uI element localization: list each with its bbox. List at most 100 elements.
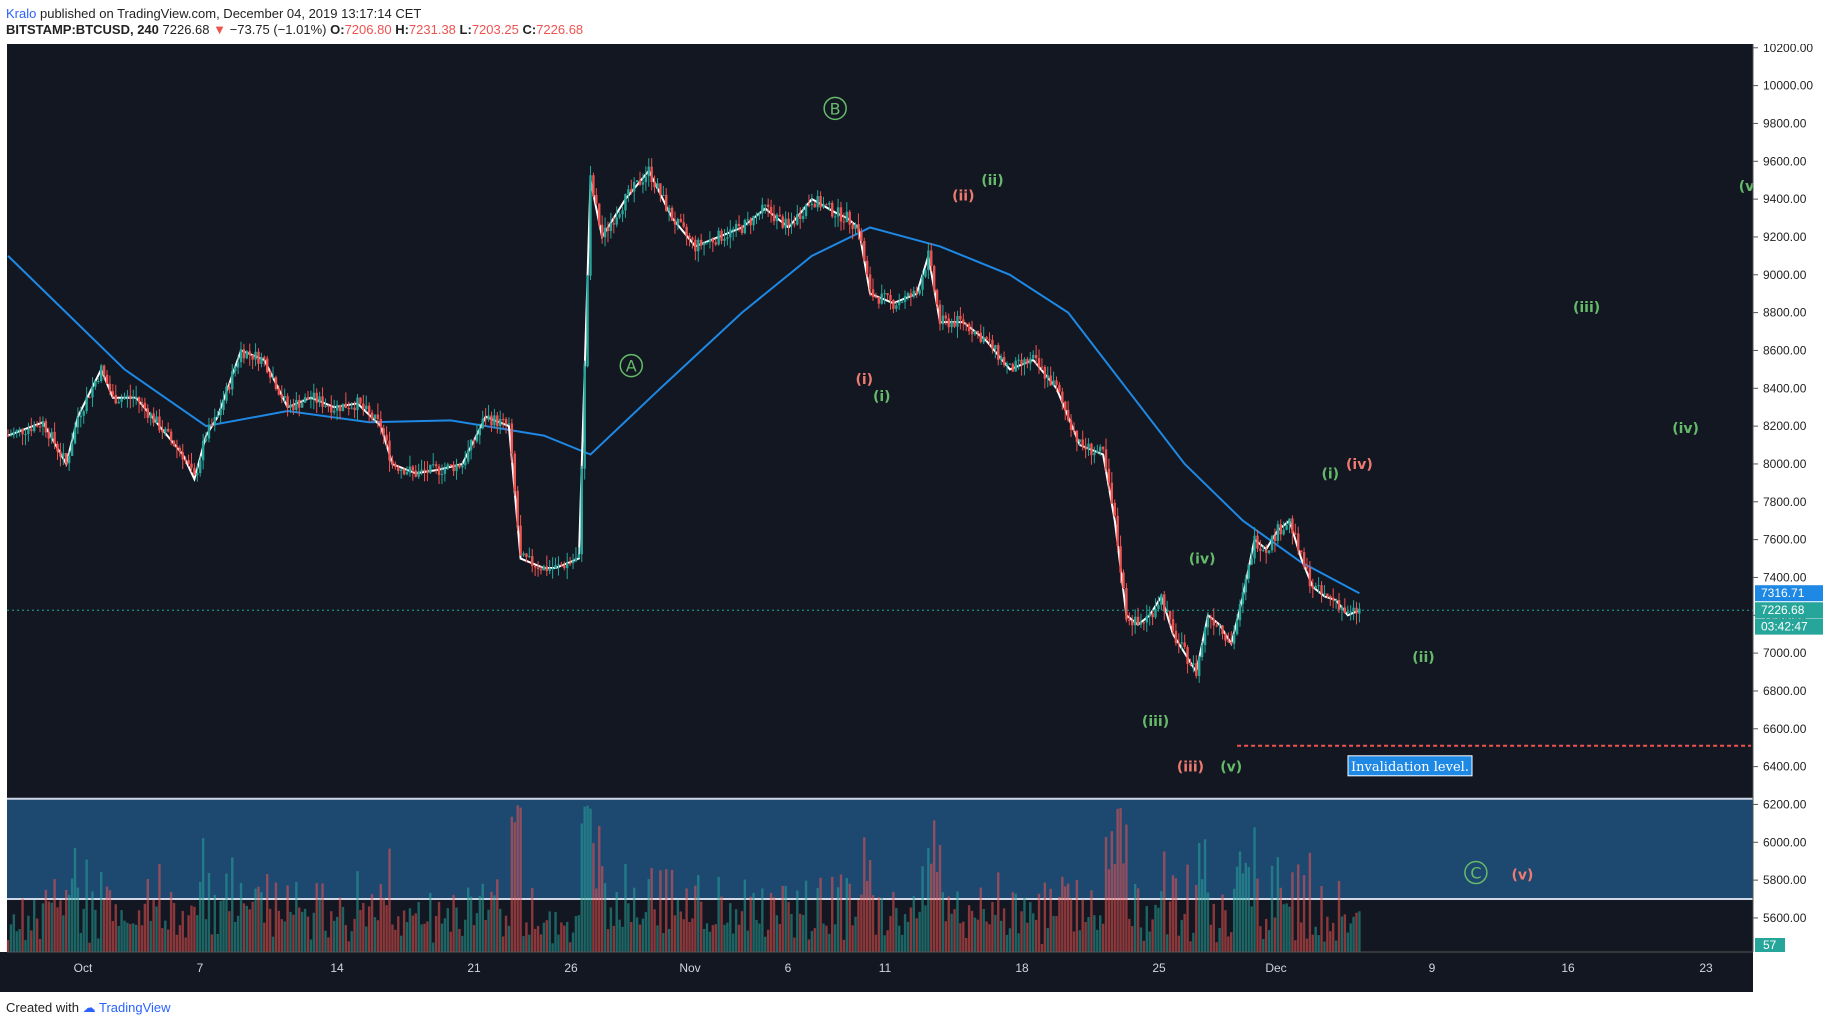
candle-body [1241,592,1245,604]
candle-body [787,218,790,226]
volume-bar [359,909,362,952]
candle-body [1145,615,1148,623]
candle-body [228,386,231,390]
volume-bar [848,883,851,952]
candle-body [513,453,516,491]
candle-body [1005,364,1009,366]
candle-body [123,397,126,399]
volume-bar [516,805,519,952]
author-link[interactable]: Kralo [6,6,37,21]
candle-body [102,365,106,375]
candle-body [665,194,668,211]
volume-bar [312,912,316,952]
candle-body [114,394,117,404]
price-tick-label: 7400.00 [1763,570,1807,584]
candle-body [580,468,583,555]
volume-bar [56,907,59,952]
volume-bar [1259,926,1262,952]
volume-bar [280,919,283,952]
candle-body [245,351,249,359]
candle-body [1186,647,1189,664]
candle-body [563,565,566,569]
candle-body [472,439,476,442]
volume-bar [603,883,607,952]
volume-bar [277,910,281,952]
volume-bar [892,891,895,952]
volume-bar [965,937,968,952]
candle-body [1329,595,1332,598]
volume-bar [816,887,819,952]
volume-bar [1276,857,1280,952]
candle-body [268,372,272,378]
price-tick-label: 6800.00 [1763,684,1807,698]
candle-body [239,349,243,363]
time-axis[interactable]: Oct 7 14 21 26 Nov 6 11 18 25 Dec 9 16 23 [0,951,1753,992]
candle-body [685,226,688,236]
volume-bar [880,897,883,952]
candle-body [24,433,27,435]
price-chart[interactable]: Invalidation level. ABC(i)(i)(ii)(ii)(ii… [0,44,1828,994]
volume-bar [82,908,85,952]
candle-body [1139,622,1143,625]
candle-body [732,229,735,231]
volume-bar [300,911,304,952]
volume-bar [432,942,435,952]
volume-bar [1069,898,1073,952]
candle-body [880,293,883,304]
volume-bar [1203,839,1207,952]
volume-bar [592,843,595,952]
candle-body [985,337,988,340]
candle-body [918,289,921,294]
volume-bar [1209,924,1213,952]
volume-bar [41,903,45,952]
price-axis[interactable]: 10200.00 10000.00 9800.00 9600.00 9400.00 920… [1752,44,1828,994]
volume-bar [257,886,260,952]
volume-bar [889,916,892,952]
wave-label: (v) [1220,760,1242,776]
candle-body [501,418,505,420]
volume-bar [1317,935,1320,952]
volume-bar [600,866,604,952]
volume-bar [679,911,682,952]
volume-bar [1122,863,1125,952]
price-tick-label: 7000.00 [1763,646,1807,660]
volume-bar [1049,888,1052,952]
volume-bar [653,909,656,952]
candle-body [490,415,493,426]
volume-bar [1212,903,1215,952]
candle-body [1343,607,1347,614]
volume-bar [260,892,263,952]
candle-body [621,210,624,215]
tradingview-brand[interactable]: TradingView [99,1000,171,1015]
volume-bar [111,921,115,952]
volume-bar [423,923,426,952]
candle-body [804,204,808,217]
publish-info: published on TradingView.com, December 0… [39,6,422,21]
volume-bar [1174,878,1178,952]
candle-body [70,443,74,456]
volume-bar [635,917,639,952]
volume-bar [1224,910,1227,952]
volume-bar [373,917,377,952]
candle-body [758,213,761,215]
volume-bar [210,934,214,952]
candle-body [181,452,184,460]
volume-bar [1151,919,1154,952]
volume-bar [790,913,793,952]
volume-bar [47,901,50,952]
candle-body [1046,375,1049,379]
volume-bar [967,905,971,952]
volume-bar [647,879,650,952]
volume-bar [274,882,278,952]
close-value: 7226.68 [536,22,584,37]
volume-bar [583,806,586,952]
volume-bar [606,929,610,952]
candle-body [458,464,461,468]
volume-bar [1349,923,1352,952]
candle-body [871,289,875,297]
volume-bar [685,888,688,952]
volume-bar [903,914,907,952]
volume-bar [650,867,653,952]
candle-body [1323,593,1326,595]
candle-body [979,332,982,343]
